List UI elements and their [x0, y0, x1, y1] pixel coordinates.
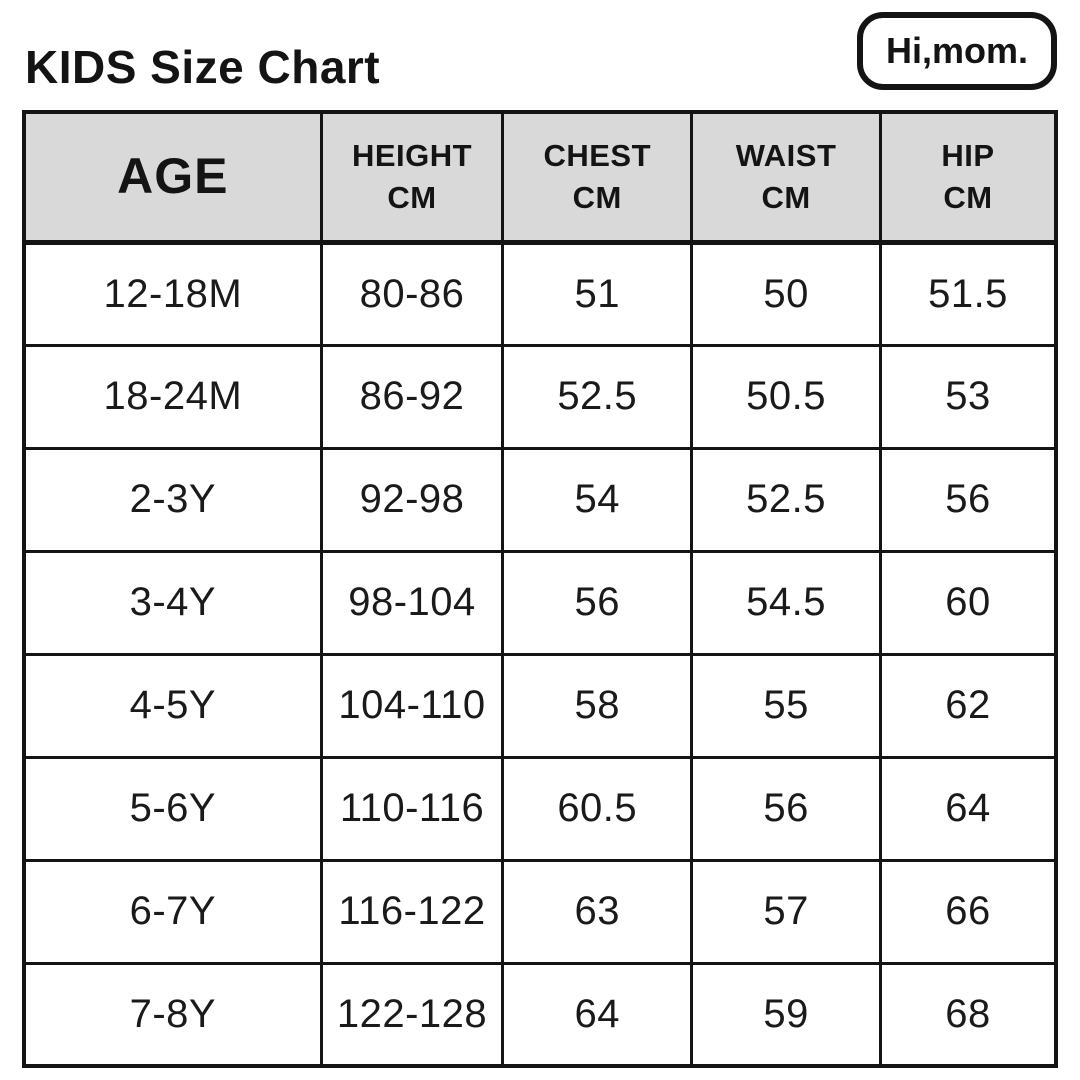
- table-cell: 60: [879, 549, 1058, 656]
- table-cell: 50.5: [690, 343, 883, 450]
- age-cell: 4-5Y: [22, 652, 323, 759]
- size-table-head-row: AGE HEIGHT CM CHEST CM WAIST CM HIP CM: [22, 110, 1058, 245]
- table-row: 18-24M 86-92 52.5 50.5 53: [22, 343, 1058, 450]
- table-row: 4-5Y 104-110 58 55 62: [22, 652, 1058, 759]
- table-cell: 54: [501, 446, 694, 553]
- table-cell: 62: [879, 652, 1058, 759]
- page-title: KIDS Size Chart: [25, 41, 381, 93]
- table-cell: 55: [690, 652, 883, 759]
- age-cell: 3-4Y: [22, 549, 323, 656]
- table-cell: 98-104: [319, 549, 505, 656]
- brand-logo: Hi,mom.: [857, 12, 1057, 90]
- table-row: 5-6Y 110-116 60.5 56 64: [22, 755, 1058, 862]
- table-cell: 51.5: [879, 240, 1058, 347]
- table-cell: 56: [690, 755, 883, 862]
- table-cell: 60.5: [501, 755, 694, 862]
- table-cell: 63: [501, 858, 694, 965]
- table-cell: 64: [501, 961, 694, 1068]
- table-cell: 116-122: [319, 858, 505, 965]
- table-cell: 68: [879, 961, 1058, 1068]
- column-header-age: AGE: [22, 110, 323, 245]
- table-cell: 53: [879, 343, 1058, 450]
- table-row: 12-18M 80-86 51 50 51.5: [22, 240, 1058, 347]
- age-cell: 18-24M: [22, 343, 323, 450]
- table-cell: 54.5: [690, 549, 883, 656]
- table-cell: 110-116: [319, 755, 505, 862]
- age-cell: 5-6Y: [22, 755, 323, 862]
- brand-logo-text: Hi,mom.: [885, 30, 1028, 71]
- column-header-waist: WAIST CM: [690, 110, 883, 245]
- table-cell: 51: [501, 240, 694, 347]
- table-cell: 92-98: [319, 446, 505, 553]
- age-cell: 7-8Y: [22, 961, 323, 1068]
- table-cell: 122-128: [319, 961, 505, 1068]
- table-cell: 56: [879, 446, 1058, 553]
- age-cell: 2-3Y: [22, 446, 323, 553]
- table-row: 2-3Y 92-98 54 52.5 56: [22, 446, 1058, 553]
- table-cell: 52.5: [690, 446, 883, 553]
- table-cell: 58: [501, 652, 694, 759]
- table-cell: 66: [879, 858, 1058, 965]
- table-row: 7-8Y 122-128 64 59 68: [22, 961, 1058, 1068]
- table-cell: 50: [690, 240, 883, 347]
- table-cell: 57: [690, 858, 883, 965]
- age-cell: 12-18M: [22, 240, 323, 347]
- kids-size-table: AGE HEIGHT CM CHEST CM WAIST CM HIP CM 12-18…: [22, 110, 1058, 1068]
- table-cell: 59: [690, 961, 883, 1068]
- table-cell: 104-110: [319, 652, 505, 759]
- table-row: 3-4Y 98-104 56 54.5 60: [22, 549, 1058, 656]
- table-cell: 80-86: [319, 240, 505, 347]
- column-header-chest: CHEST CM: [501, 110, 694, 245]
- table-cell: 64: [879, 755, 1058, 862]
- table-cell: 52.5: [501, 343, 694, 450]
- table-row: 6-7Y 116-122 63 57 66: [22, 858, 1058, 965]
- table-cell: 56: [501, 549, 694, 656]
- column-header-height: HEIGHT CM: [319, 110, 505, 245]
- size-table-body: 12-18M 80-86 51 50 51.5 18-24M 86-92 52.5 50.5 53…: [22, 240, 1058, 1068]
- table-cell: 86-92: [319, 343, 505, 450]
- age-cell: 6-7Y: [22, 858, 323, 965]
- column-header-hip: HIP CM: [879, 110, 1058, 245]
